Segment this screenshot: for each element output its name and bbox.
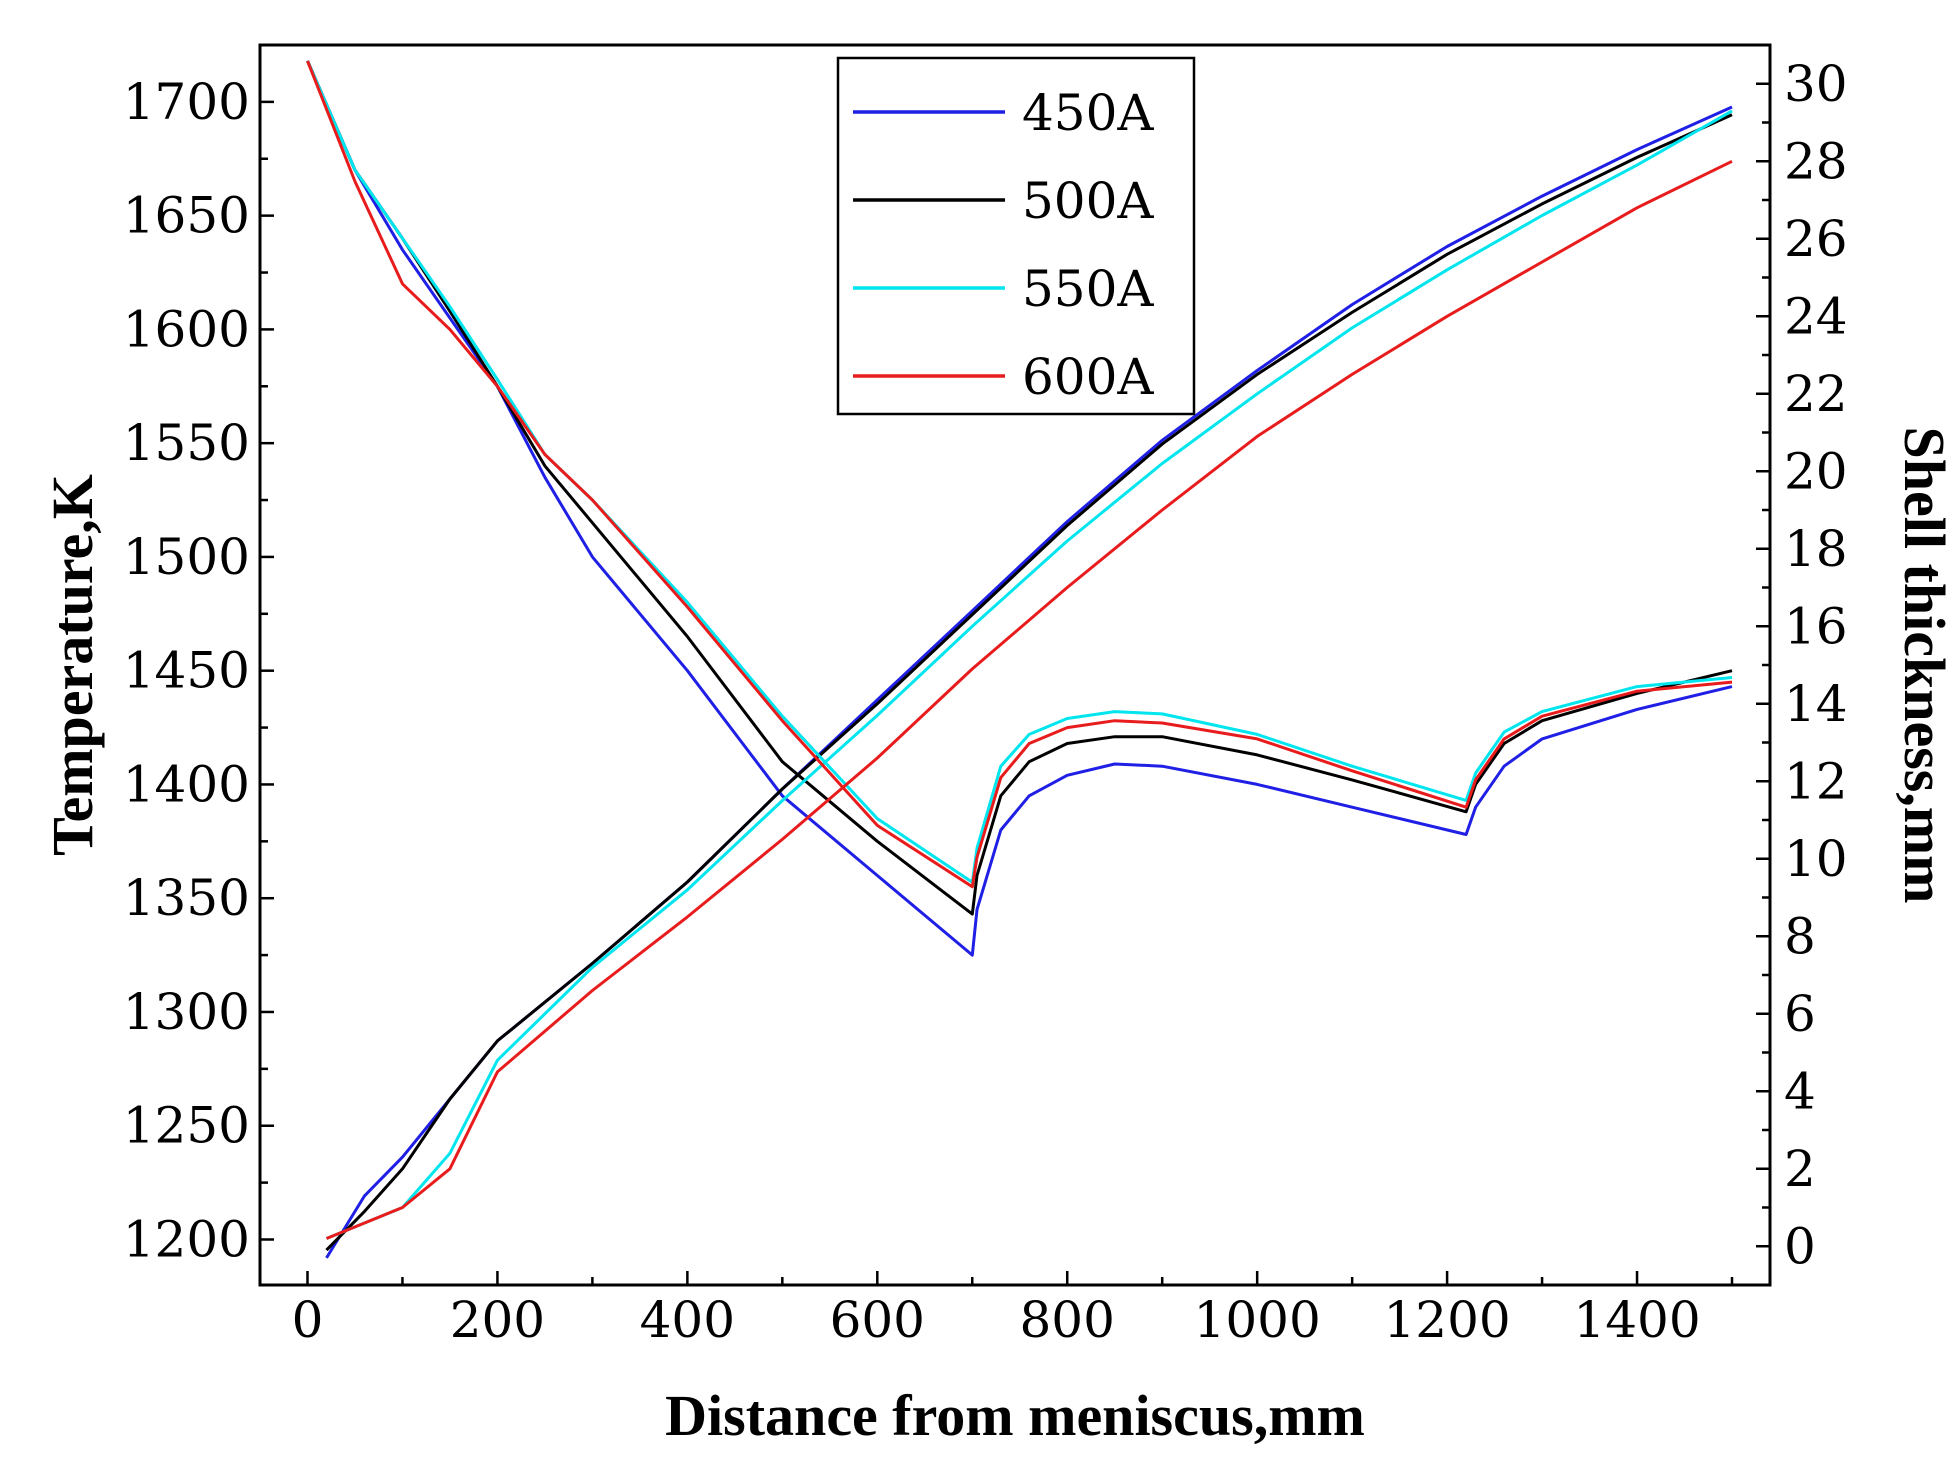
y2-tick-label-2: 2 bbox=[1784, 1140, 1816, 1198]
x-tick-label-1200: 1200 bbox=[1383, 1291, 1510, 1349]
temperature-line-550A bbox=[306, 60, 1733, 884]
x-tick-label-800: 800 bbox=[1020, 1291, 1115, 1349]
y2-tick-label-10: 10 bbox=[1784, 830, 1848, 888]
y-tick-label-1400: 1400 bbox=[123, 755, 250, 813]
y2-tick-label-14: 14 bbox=[1784, 675, 1848, 733]
x-tick-label-1000: 1000 bbox=[1194, 1291, 1321, 1349]
legend-label-450A: 450A bbox=[1022, 84, 1154, 142]
y2-tick-label-0: 0 bbox=[1784, 1217, 1816, 1275]
legend: 450A 500A 550A 600A bbox=[836, 56, 1196, 416]
x-axis-title: Distance from meniscus,mm bbox=[665, 1383, 1365, 1448]
shell-line-600A bbox=[325, 159, 1733, 1240]
x-tick-label-200: 200 bbox=[450, 1291, 545, 1349]
legend-label-500A: 500A bbox=[1022, 172, 1154, 230]
y-axis-ticks: 1200 1250 1300 1350 1400 1450 1500 1550 1600 1650… bbox=[123, 73, 274, 1268]
y2-tick-label-6: 6 bbox=[1784, 985, 1816, 1043]
y2-tick-label-4: 4 bbox=[1784, 1062, 1816, 1120]
y2-tick-label-24: 24 bbox=[1784, 287, 1848, 345]
y2-tick-label-16: 16 bbox=[1784, 597, 1848, 655]
y-tick-label-1500: 1500 bbox=[123, 528, 250, 586]
y-tick-label-1550: 1550 bbox=[123, 414, 250, 472]
shell-line-550A bbox=[325, 109, 1733, 1240]
y2-tick-label-8: 8 bbox=[1784, 907, 1816, 965]
x-tick-label-600: 600 bbox=[830, 1291, 925, 1349]
y-axis-title: Temperature,K bbox=[40, 474, 105, 856]
x-tick-label-1400: 1400 bbox=[1573, 1291, 1700, 1349]
legend-entries: 450A 500A 550A 600A bbox=[853, 84, 1154, 406]
y-tick-label-1450: 1450 bbox=[123, 642, 250, 700]
y2-tick-label-20: 20 bbox=[1784, 442, 1848, 500]
y-tick-label-1200: 1200 bbox=[123, 1210, 250, 1268]
y2-tick-label-28: 28 bbox=[1784, 132, 1848, 190]
y2-tick-label-30: 30 bbox=[1784, 55, 1848, 113]
y2-tick-label-26: 26 bbox=[1784, 210, 1848, 268]
y-tick-label-1350: 1350 bbox=[123, 869, 250, 927]
legend-box bbox=[836, 56, 1196, 416]
y-tick-label-1300: 1300 bbox=[123, 983, 250, 1041]
x-tick-label-400: 400 bbox=[640, 1291, 735, 1349]
x-tick-label-0: 0 bbox=[292, 1291, 324, 1349]
y2-axis-title: Shell thickness,mm bbox=[1892, 427, 1957, 904]
y2-tick-label-18: 18 bbox=[1784, 520, 1848, 578]
y-tick-label-1650: 1650 bbox=[123, 187, 250, 245]
y-tick-label-1600: 1600 bbox=[123, 300, 250, 358]
legend-label-600A: 600A bbox=[1022, 348, 1154, 406]
temperature-line-600A bbox=[306, 60, 1733, 889]
shell-line-500A bbox=[325, 113, 1733, 1252]
series-lines bbox=[306, 60, 1733, 1259]
y2-tick-label-22: 22 bbox=[1784, 365, 1848, 423]
x-axis-ticks: 0 200 400 600 800 1000 1200 1400 bbox=[292, 1271, 1734, 1349]
legend-label-550A: 550A bbox=[1022, 260, 1154, 318]
y-tick-label-1700: 1700 bbox=[123, 73, 250, 131]
y2-tick-label-12: 12 bbox=[1784, 752, 1848, 810]
y-tick-label-1250: 1250 bbox=[123, 1097, 250, 1155]
